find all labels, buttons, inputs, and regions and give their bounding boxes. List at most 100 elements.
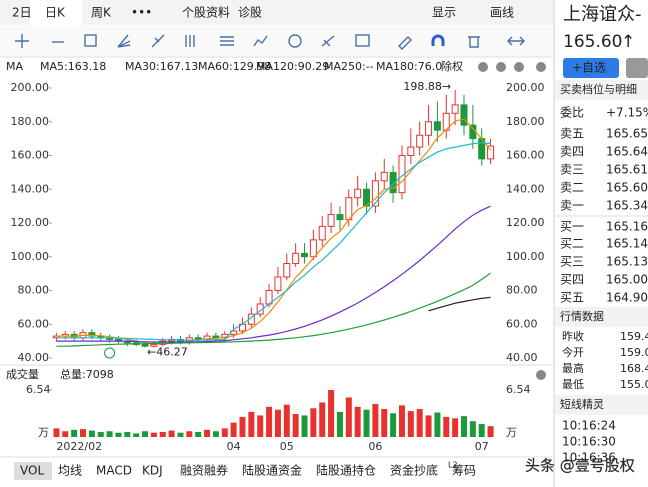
flash-time: 10:16:36 (562, 451, 616, 465)
tool-delete[interactable] (468, 36, 480, 48)
vol-bar (88, 430, 95, 437)
button[interactable] (626, 58, 648, 78)
book-label: 卖五 (560, 127, 584, 141)
y-tick-label: 180.00 (11, 115, 50, 128)
tool-fan[interactable] (117, 34, 131, 48)
book-label: 卖三 (560, 163, 584, 177)
add-button[interactable] (563, 58, 619, 78)
book-value: 165.00 (606, 273, 648, 287)
candle-body (407, 146, 415, 156)
vol-bar (186, 431, 193, 437)
tool-pen[interactable] (151, 34, 165, 48)
book-value: 165.14 (606, 237, 648, 251)
y-tick-label-right: 100.00 (506, 250, 545, 263)
candle-body (150, 344, 158, 347)
candle-body (451, 104, 459, 114)
tool-magnet[interactable] (431, 34, 445, 46)
settings[interactable] (536, 62, 546, 72)
watermark: 头条 @壹号股权 (525, 457, 635, 475)
book-label: 卖二 (560, 181, 584, 195)
book-label: 买二 (560, 237, 584, 251)
tool-bars[interactable] (185, 35, 195, 47)
candle-body (88, 332, 96, 337)
book-label: 卖一 (560, 199, 584, 213)
vol-bar (345, 397, 352, 437)
candle-body (389, 171, 397, 194)
vol-bar (142, 431, 149, 437)
vol-bar (53, 428, 60, 437)
ma-line (56, 205, 491, 343)
add-label[interactable]: +自选 (572, 61, 606, 75)
bottom-tab[interactable]: 陆股通资金 (242, 463, 302, 478)
display-menu[interactable]: 显示 (432, 6, 456, 20)
draw-menu[interactable]: 画线 (490, 6, 514, 20)
bottom-tab[interactable]: 资金抄底 (390, 463, 438, 478)
ma-line (56, 272, 491, 347)
tool-rect[interactable] (84, 34, 97, 47)
tab[interactable]: 日K (45, 6, 66, 20)
book-value: 165.60 (606, 181, 648, 195)
tool-measure[interactable] (321, 35, 335, 47)
candle-body (487, 145, 495, 160)
tab[interactable]: 周K (91, 6, 112, 20)
vol-bar (292, 414, 299, 437)
bottom-tab[interactable]: 筹码 (452, 464, 476, 478)
candle-body (354, 188, 362, 199)
tool-fib[interactable] (220, 36, 234, 46)
vol-bar (230, 422, 237, 437)
candle-body (309, 239, 317, 258)
tab[interactable]: 诊股 (238, 6, 262, 20)
badge: L2 (448, 461, 458, 470)
chart-buttons[interactable] (478, 62, 546, 380)
book-label: 买一 (560, 220, 584, 234)
draw-tools[interactable] (15, 34, 525, 50)
vol-bar (407, 411, 414, 437)
vol-bar (97, 431, 104, 437)
close[interactable] (514, 62, 524, 72)
vol-tick-label: 6.54 (26, 383, 51, 396)
ma-legend: MA120:90.29 (256, 60, 329, 73)
tool-text[interactable] (355, 34, 370, 47)
zoom-in[interactable] (496, 62, 506, 72)
vol-settings[interactable] (536, 370, 546, 380)
vol-bar (478, 424, 485, 437)
tab[interactable]: 个股资料 (182, 6, 230, 20)
tab[interactable]: ••• (131, 6, 152, 20)
vol-bar (310, 408, 317, 437)
tool-erase[interactable] (398, 36, 412, 50)
candle-body (425, 121, 433, 136)
vol-bar (133, 433, 140, 437)
tools-bg (0, 26, 553, 56)
tool-cross[interactable] (15, 34, 29, 48)
candle-body (301, 252, 309, 258)
vol-unit-right: 万 (506, 426, 517, 439)
tool-circle[interactable] (288, 34, 302, 48)
flash-time: 10:16:24 (562, 419, 616, 433)
x-tick-label: 05 (280, 440, 294, 453)
ma-legend: MA250:-- (324, 60, 374, 73)
bottom-tab[interactable]: VOL (20, 464, 44, 478)
stock-name: 上海谊众- (563, 4, 642, 25)
book-label: 卖四 (560, 145, 584, 159)
tool-wave[interactable] (253, 35, 268, 47)
tool-width[interactable] (507, 36, 525, 46)
vol-bar (425, 415, 432, 437)
bottom-tab[interactable]: KDJ (142, 464, 163, 478)
vol-bar (381, 408, 388, 437)
candle-body (363, 188, 371, 207)
section-bg (555, 80, 648, 100)
vol-bar (204, 429, 211, 437)
book-label: 买三 (560, 255, 584, 269)
y-tick-label: 120.00 (11, 216, 50, 229)
candle-body (327, 214, 335, 227)
tab[interactable]: 2日 (12, 6, 32, 20)
bottom-tab[interactable]: 陆股通持仓 (316, 463, 376, 478)
bottom-tab[interactable]: MACD (96, 464, 132, 478)
book-value: +7.15% (606, 106, 648, 120)
vol-bar (390, 413, 397, 437)
bottom-tab[interactable]: 均线 (58, 464, 82, 478)
zoom-out[interactable] (478, 62, 488, 72)
bottom-tab[interactable]: 融资融券 (180, 463, 228, 478)
vol-bar (221, 428, 228, 437)
vol-bar (319, 402, 326, 437)
